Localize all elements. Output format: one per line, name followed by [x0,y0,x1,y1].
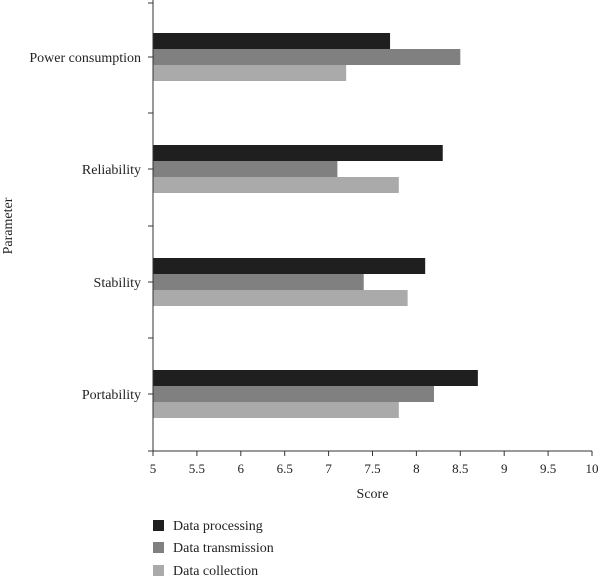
x-tick-label: 8.5 [452,461,468,476]
legend-swatch [153,565,164,576]
x-tick-label: 8 [413,461,420,476]
bar-data-transmission-portability [153,386,434,402]
legend-swatch [153,520,164,531]
bar-data-transmission-stability [153,274,364,290]
bars-group [153,33,478,418]
x-tick-label: 6 [238,461,245,476]
bar-data-processing-reliability [153,145,443,161]
x-tick-label: 9 [501,461,508,476]
x-tick-label: 5.5 [189,461,205,476]
x-tick-label: 6.5 [277,461,293,476]
labels-group: Power consumption Reliability Stability Por… [29,51,598,476]
bar-data-transmission-reliability [153,161,338,177]
y-tick-label: Power consumption [29,51,141,66]
x-tick-label: 10 [586,461,599,476]
y-tick-label: Portability [82,388,141,403]
x-tick-label: 5 [150,461,157,476]
bar-data-collection-reliability [153,177,399,193]
bar-data-processing-portability [153,370,478,386]
bar-data-collection-power-consumption [153,65,347,81]
bar-data-processing-stability [153,258,426,274]
x-axis-title: Score [357,487,389,502]
legend-label: Data processing [173,519,263,534]
bar-data-transmission-power-consumption [153,49,461,65]
y-tick-label: Stability [94,276,141,291]
x-tick-label: 7.5 [364,461,380,476]
legend: Data processing Data transmission Data col… [153,519,274,579]
x-tick-label: 7 [325,461,332,476]
bar-data-collection-stability [153,290,408,306]
y-tick-label: Reliability [82,163,141,178]
legend-swatch [153,542,164,553]
y-axis-title: Parameter [1,197,16,254]
bar-data-collection-portability [153,402,399,418]
bar-data-processing-power-consumption [153,33,391,49]
x-tick-label: 9.5 [540,461,556,476]
legend-label: Data collection [173,564,258,579]
legend-label: Data transmission [173,541,274,556]
axes-group [148,0,593,456]
